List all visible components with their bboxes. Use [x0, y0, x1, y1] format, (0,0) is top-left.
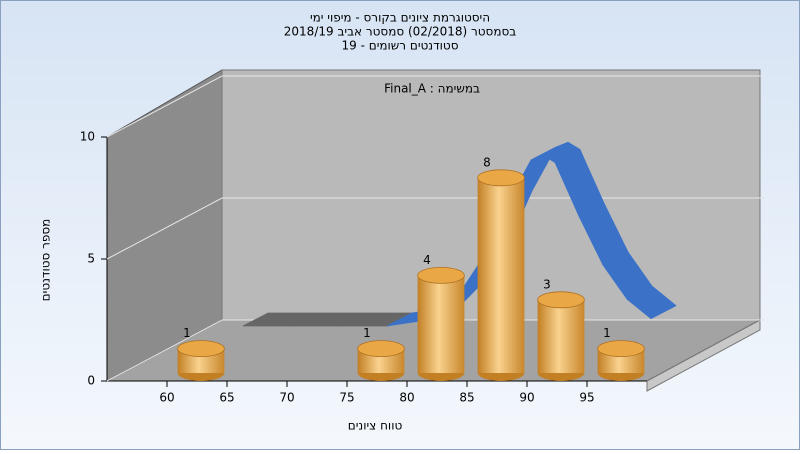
y-tick-label: 5 [87, 252, 95, 266]
bar [417, 275, 465, 373]
title-line: היסטוגרמת ציונים בקורס - מיפוי ימי [310, 11, 490, 25]
floor-edge [646, 319, 761, 392]
value-label: 4 [423, 253, 431, 267]
grid-line [106, 75, 765, 138]
bar-top [417, 266, 465, 284]
title-line: סטודנטים רשומים - 19 [341, 39, 458, 53]
title-line: בסמסטר (02/2018) סמסטר אביב 2018/19 [284, 25, 516, 39]
x-tick-label: 85 [459, 391, 474, 405]
x-tick-label: 65 [219, 391, 234, 405]
value-label: 8 [483, 155, 491, 169]
bar-top [477, 169, 525, 187]
bar [537, 299, 585, 373]
x-tick-label: 75 [339, 391, 354, 405]
x-tick-label: 80 [399, 391, 414, 405]
value-label: 1 [603, 326, 611, 340]
x-axis-label: טווח ציונים [348, 419, 403, 433]
bar-top [537, 291, 585, 309]
value-label: 1 [363, 326, 371, 340]
bar [477, 177, 525, 373]
curve-segment [626, 285, 677, 320]
y-tick-label: 10 [80, 130, 95, 144]
bar-top [597, 340, 645, 358]
x-tick-label: 90 [519, 391, 534, 405]
value-label: 3 [543, 277, 551, 291]
bar-top [357, 340, 405, 358]
bar-top [177, 340, 225, 358]
x-tick-label: 70 [279, 391, 294, 405]
y-axis-label: מספר סטודנטים [39, 219, 53, 302]
value-label: 1 [183, 326, 191, 340]
x-tick-label: 60 [159, 391, 174, 405]
x-tick-label: 95 [579, 391, 594, 405]
y-tick-label: 0 [87, 374, 95, 388]
annotation: במשימה : Final_A [384, 82, 480, 96]
